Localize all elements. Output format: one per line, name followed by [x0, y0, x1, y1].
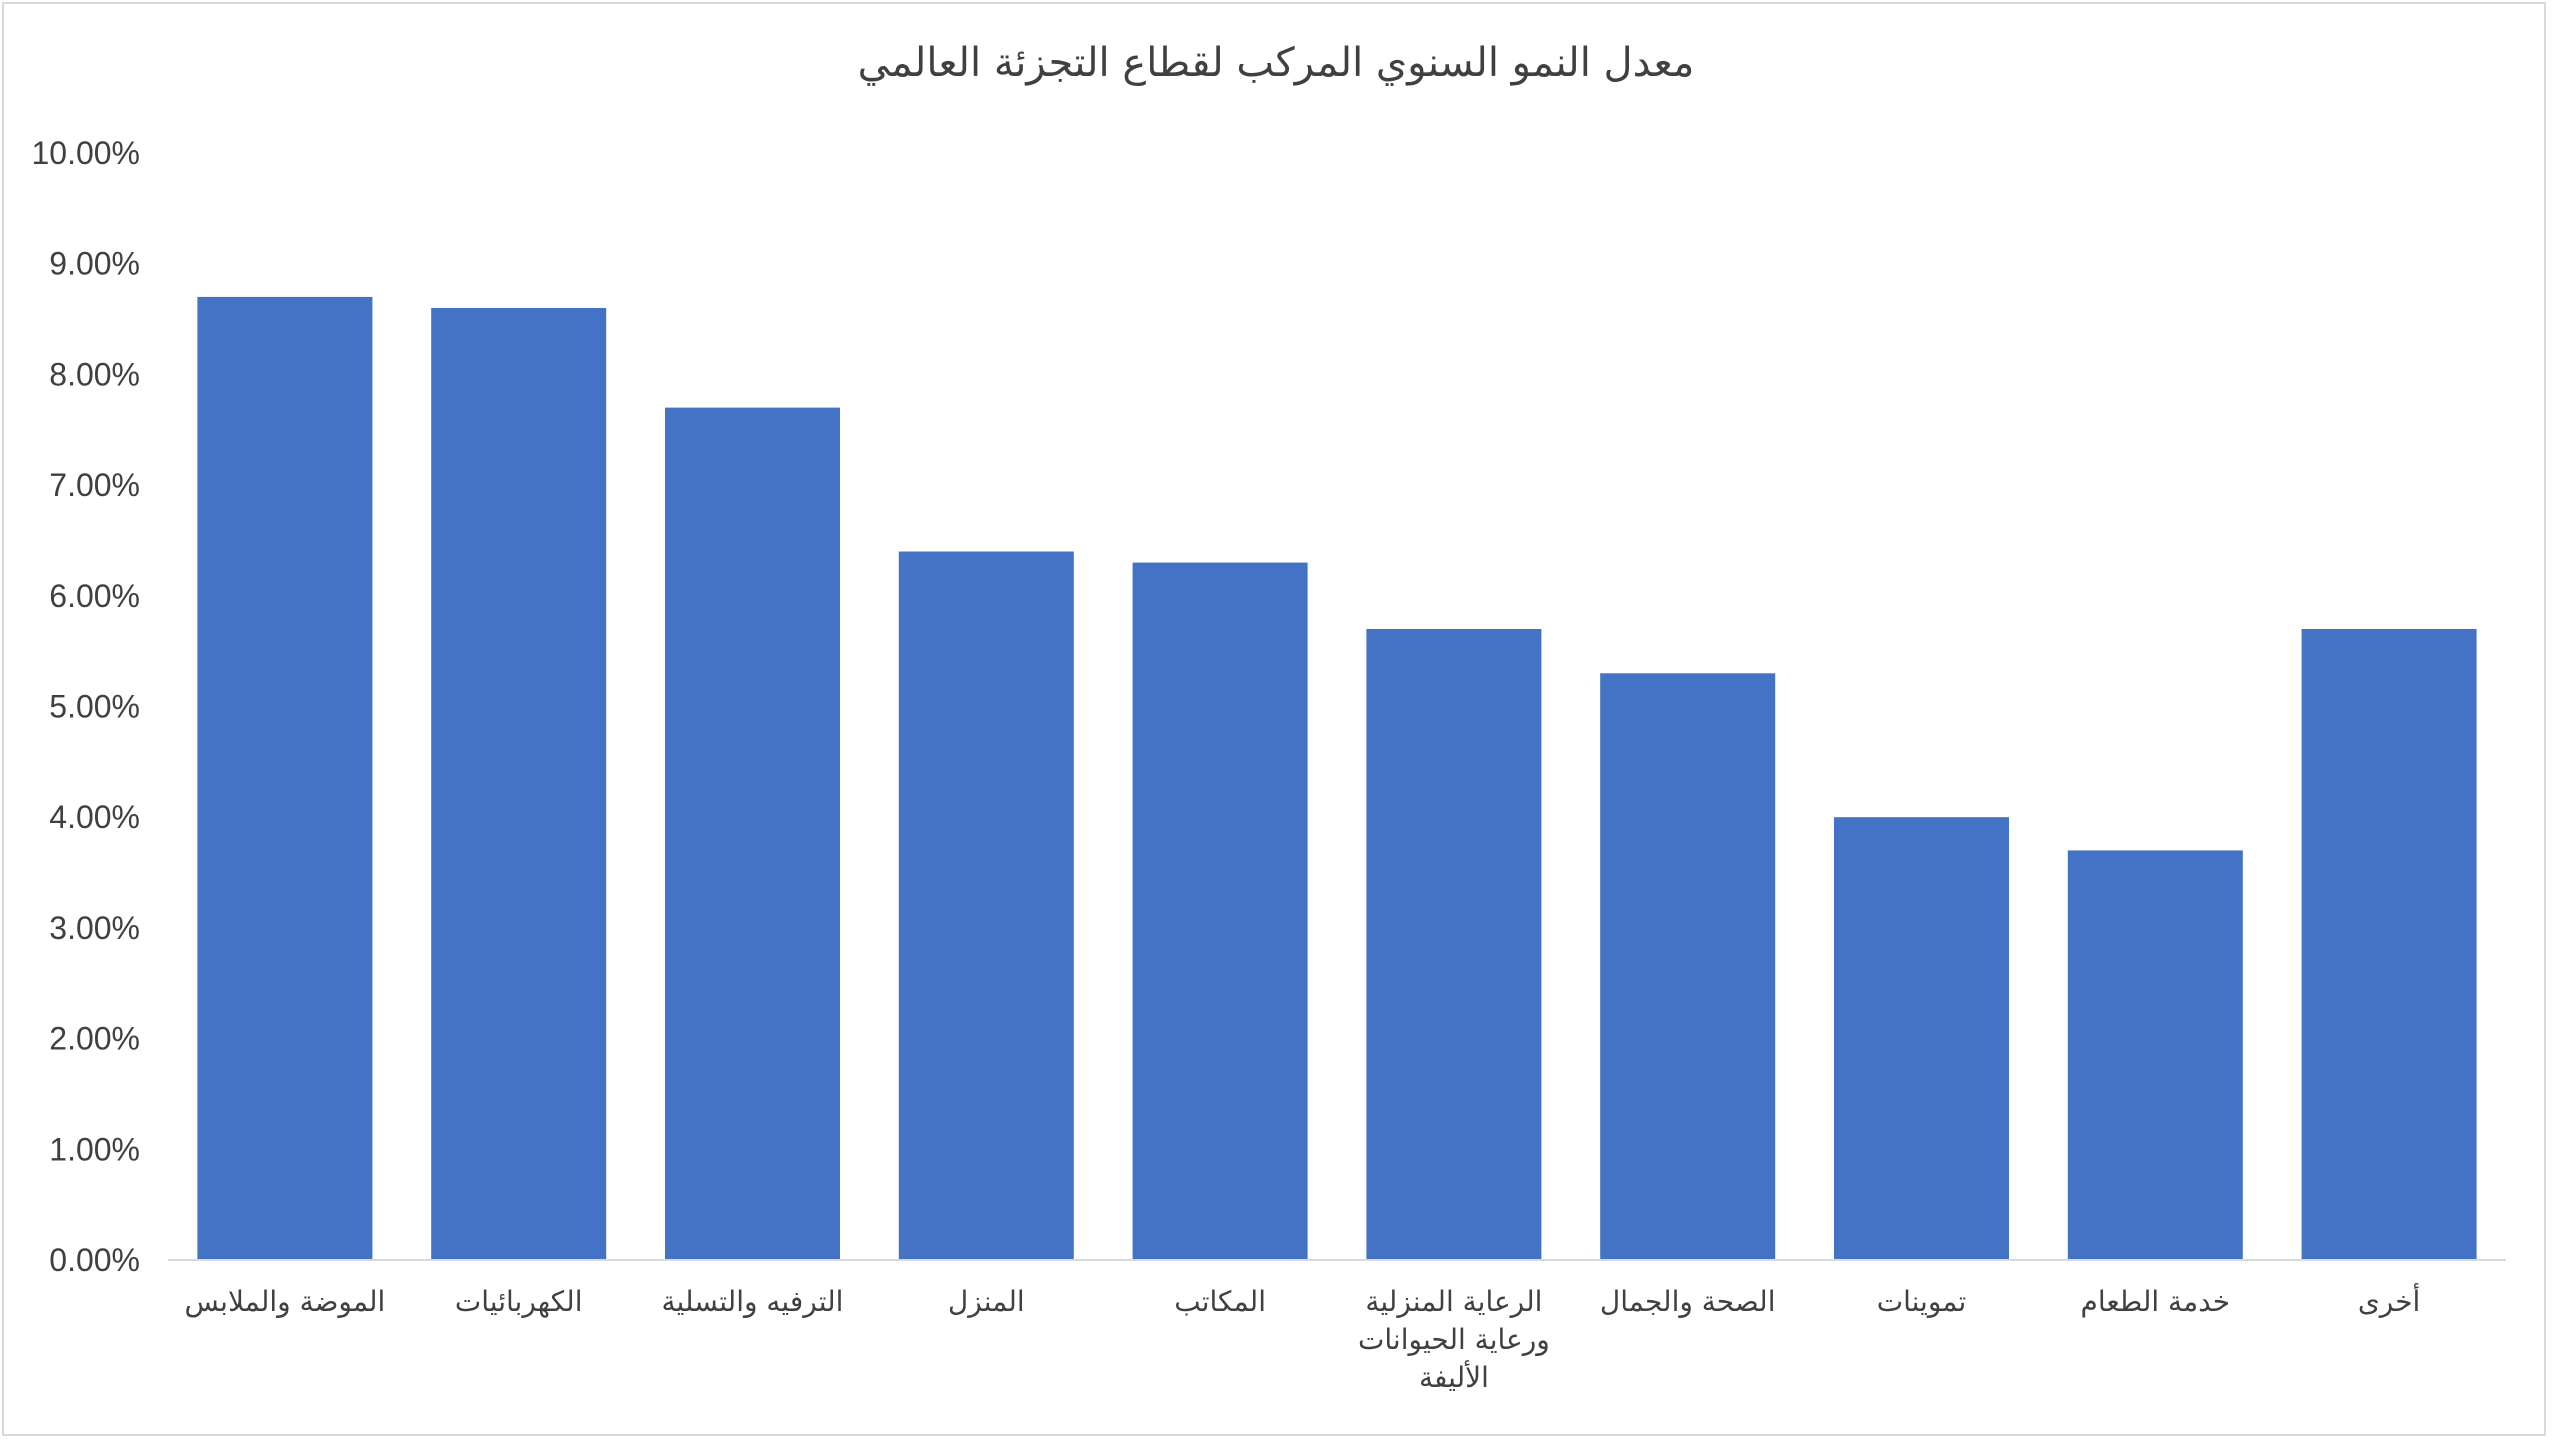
bar: [431, 307, 607, 1261]
bar: [1834, 817, 2009, 1260]
category-label: الكهربائيات: [455, 1285, 583, 1318]
y-tick-label: 9.00%: [49, 246, 140, 282]
y-tick-label: 8.00%: [49, 356, 140, 392]
category-label: الترفيه والتسلية: [662, 1285, 844, 1318]
category-label: المنزل: [948, 1285, 1025, 1318]
bar: [665, 407, 840, 1260]
category-label: المكاتب: [1174, 1285, 1266, 1318]
bar: [1600, 673, 1776, 1260]
category-label: تموينات: [1877, 1285, 1967, 1318]
y-tick-label: 2.00%: [49, 1021, 140, 1057]
category-label: خدمة الطعام: [2081, 1285, 2231, 1318]
y-axis: 0.00% 1.00% 2.00% 3.00% 4.00% 5.00% 6.00% 7.00%…: [31, 135, 140, 1278]
category-label-line: خدمة الطعام: [2081, 1285, 2231, 1318]
category-label-line: الكهربائيات: [455, 1285, 583, 1318]
category-label-line: ورعاية الحيوانات: [1358, 1323, 1550, 1356]
y-tick-label: 3.00%: [49, 910, 140, 946]
y-tick-label: 5.00%: [49, 689, 140, 725]
y-tick-label: 7.00%: [49, 467, 140, 503]
category-label: أخرى: [2358, 1282, 2420, 1318]
category-label-line: المنزل: [948, 1285, 1025, 1318]
category-label-line: الصحة والجمال: [1600, 1285, 1776, 1318]
bars: [197, 296, 2477, 1261]
bar: [1366, 629, 1542, 1260]
bar: [2067, 850, 2243, 1260]
category-label: الصحة والجمال: [1600, 1285, 1776, 1318]
chart-title: معدل النمو السنوي المركب لقطاع التجزئة ا…: [858, 40, 1695, 86]
category-label: الرعاية المنزلية ورعاية الحيوانات الأليفة: [1358, 1285, 1550, 1394]
category-label-line: أخرى: [2358, 1282, 2420, 1318]
y-tick-label: 6.00%: [49, 578, 140, 614]
y-tick-label: 0.00%: [49, 1242, 140, 1278]
bar: [1132, 562, 1308, 1260]
category-label-line: تموينات: [1877, 1285, 1967, 1318]
y-tick-label: 4.00%: [49, 799, 140, 835]
bar: [2301, 629, 2477, 1260]
category-label-line: الأليفة: [1419, 1359, 1489, 1394]
category-label-line: الموضة والملابس: [184, 1285, 385, 1318]
y-tick-label: 1.00%: [49, 1131, 140, 1167]
bar: [898, 551, 1074, 1260]
y-tick-label: 10.00%: [31, 135, 140, 171]
x-axis: الموضة والملابس الكهربائيات الترفيه والتسل…: [184, 1282, 2420, 1394]
category-label-line: المكاتب: [1174, 1285, 1266, 1318]
category-label: الموضة والملابس: [184, 1285, 385, 1318]
category-label-line: الرعاية المنزلية: [1365, 1285, 1542, 1318]
bar: [197, 296, 373, 1260]
category-label-line: الترفيه والتسلية: [662, 1285, 844, 1318]
